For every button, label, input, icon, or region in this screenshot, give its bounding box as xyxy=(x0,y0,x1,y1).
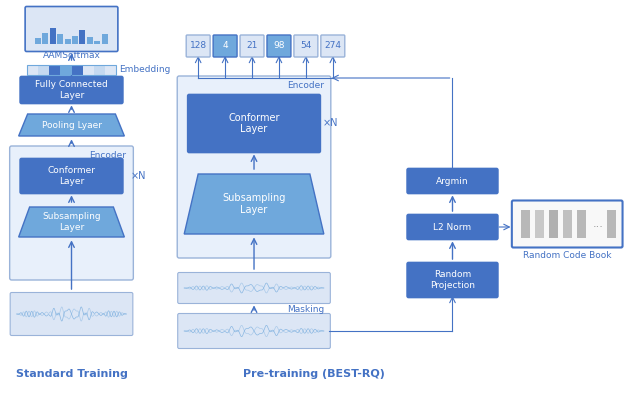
Bar xyxy=(72,36,78,44)
Text: Encoder: Encoder xyxy=(287,81,324,90)
Bar xyxy=(38,65,49,75)
FancyBboxPatch shape xyxy=(186,35,210,57)
Text: 98: 98 xyxy=(273,42,285,50)
Text: Argmin: Argmin xyxy=(436,176,469,185)
Bar xyxy=(35,38,40,44)
FancyBboxPatch shape xyxy=(20,158,123,193)
Text: 21: 21 xyxy=(246,42,258,50)
FancyBboxPatch shape xyxy=(240,35,264,57)
FancyBboxPatch shape xyxy=(407,215,498,239)
Text: 54: 54 xyxy=(300,42,312,50)
FancyBboxPatch shape xyxy=(407,263,498,298)
Bar xyxy=(563,210,572,238)
Text: Subsampling
Layer: Subsampling Layer xyxy=(222,193,285,215)
FancyBboxPatch shape xyxy=(20,77,123,103)
Text: L2 Norm: L2 Norm xyxy=(433,222,472,231)
Text: Masking: Masking xyxy=(287,305,325,314)
Bar xyxy=(72,65,83,75)
Text: Conformer
Layer: Conformer Layer xyxy=(228,113,280,134)
Text: Conformer
Layer: Conformer Layer xyxy=(47,166,95,186)
Bar xyxy=(522,210,531,238)
Text: 4: 4 xyxy=(222,42,228,50)
Text: Random Code Book: Random Code Book xyxy=(523,250,611,259)
FancyBboxPatch shape xyxy=(178,314,330,349)
Bar xyxy=(549,210,558,238)
Text: Encoder: Encoder xyxy=(90,151,126,160)
FancyBboxPatch shape xyxy=(512,200,623,248)
Text: Pre-training (BEST-RQ): Pre-training (BEST-RQ) xyxy=(243,369,385,379)
FancyBboxPatch shape xyxy=(10,146,133,280)
Bar xyxy=(102,34,108,44)
Text: Standard Training: Standard Training xyxy=(15,369,127,379)
Bar xyxy=(87,37,93,44)
Bar xyxy=(60,65,72,75)
Text: 274: 274 xyxy=(324,42,341,50)
Text: Subsampling
Layer: Subsampling Layer xyxy=(42,212,101,232)
FancyBboxPatch shape xyxy=(177,76,331,258)
Bar xyxy=(65,39,70,44)
Bar xyxy=(577,210,586,238)
Bar xyxy=(95,41,100,44)
Text: Embedding: Embedding xyxy=(120,66,171,75)
Bar xyxy=(42,33,48,44)
FancyBboxPatch shape xyxy=(10,292,133,336)
Bar xyxy=(49,28,56,44)
FancyBboxPatch shape xyxy=(213,35,237,57)
Text: Fully Connected
Layer: Fully Connected Layer xyxy=(35,80,108,100)
Text: Pooling Lyaer: Pooling Lyaer xyxy=(42,121,102,130)
Text: ×N: ×N xyxy=(131,171,146,181)
FancyBboxPatch shape xyxy=(294,35,318,57)
Bar xyxy=(83,65,94,75)
Bar xyxy=(105,65,116,75)
Bar xyxy=(535,210,544,238)
FancyBboxPatch shape xyxy=(267,35,291,57)
Text: 128: 128 xyxy=(189,42,207,50)
FancyBboxPatch shape xyxy=(321,35,345,57)
Bar xyxy=(607,210,616,238)
FancyBboxPatch shape xyxy=(25,7,118,51)
Bar xyxy=(79,30,86,44)
Polygon shape xyxy=(19,207,124,237)
Polygon shape xyxy=(19,114,124,136)
Polygon shape xyxy=(184,174,324,234)
Bar xyxy=(94,65,105,75)
Text: AAMSoftmax: AAMSoftmax xyxy=(43,51,100,61)
Text: Random
Projection: Random Projection xyxy=(430,270,475,290)
Bar xyxy=(27,65,116,75)
FancyBboxPatch shape xyxy=(178,272,330,303)
Bar xyxy=(27,65,38,75)
Text: ×N: ×N xyxy=(323,119,339,129)
FancyBboxPatch shape xyxy=(407,169,498,193)
Bar xyxy=(57,34,63,44)
FancyBboxPatch shape xyxy=(188,94,321,152)
Text: ...: ... xyxy=(593,219,604,229)
Bar xyxy=(49,65,60,75)
